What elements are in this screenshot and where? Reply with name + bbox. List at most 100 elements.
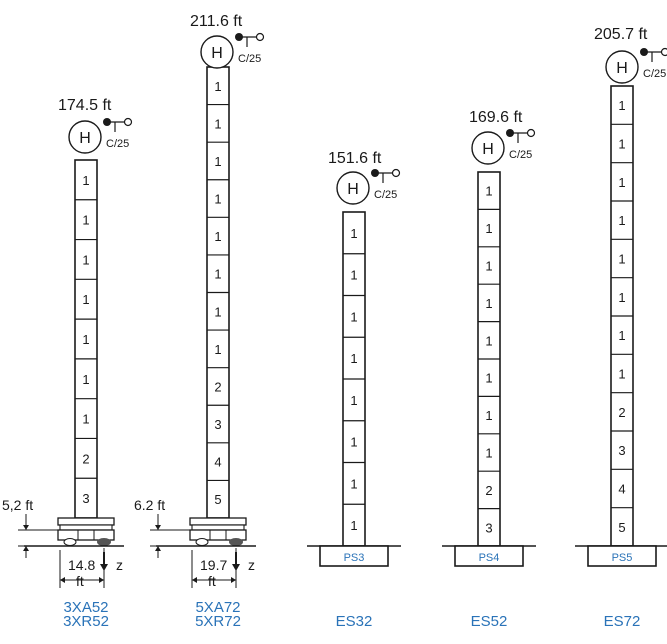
section-label: 1	[82, 332, 89, 347]
hook-letter: H	[79, 130, 91, 147]
section-label: 1	[82, 292, 89, 307]
section-label: 1	[618, 137, 625, 152]
chassis-frame	[57, 529, 115, 541]
section-label: 1	[618, 175, 625, 190]
section-label: 1	[350, 476, 357, 491]
arrow-right-icon	[99, 577, 104, 583]
tower-2: 1 1 1 1 1 1 1 1 2 3 4 5 211.6 ft H C/25 6.2 ft 19.7ft z 5X…	[134, 13, 265, 630]
hook-tag: C/25	[374, 189, 397, 201]
trolley-ring-icon	[255, 32, 265, 42]
chassis-mid	[191, 524, 245, 531]
hook-circle	[336, 171, 370, 205]
trolley-ring-icon	[660, 47, 667, 57]
section-label: 1	[350, 435, 357, 450]
section-label: 1	[618, 290, 625, 305]
section-label: 5	[214, 492, 221, 507]
hook-letter: H	[616, 60, 628, 77]
section-label: 1	[82, 412, 89, 427]
section-label: 1	[618, 328, 625, 343]
section-label: 5	[618, 520, 625, 535]
trolley-ring-icon	[526, 128, 536, 138]
section-label: 1	[350, 518, 357, 533]
height-label: 151.6 ft	[328, 150, 382, 167]
hook-circle	[471, 131, 505, 165]
model-name: 5XR72	[195, 613, 241, 630]
axis-label-z: z	[116, 557, 123, 573]
section-label: 1	[350, 268, 357, 283]
trolley-ring-icon	[123, 117, 133, 127]
section-label: 1	[214, 304, 221, 319]
arrow-right-icon	[231, 577, 236, 583]
section-label: 3	[82, 491, 89, 506]
section-label: 1	[485, 259, 492, 274]
height-label: 169.6 ft	[469, 109, 523, 126]
section-label: 1	[350, 226, 357, 241]
track-width-value: 19.7	[200, 557, 227, 573]
section-label: 1	[82, 173, 89, 188]
section-label: 3	[485, 520, 492, 535]
chassis-top	[57, 517, 115, 526]
arrow-up-icon	[155, 546, 161, 551]
model-name: ES72	[604, 613, 641, 630]
section-label: 1	[485, 184, 492, 199]
foundation-pad	[319, 545, 389, 567]
section-label: 1	[214, 229, 221, 244]
track-width-value: 14.8	[68, 557, 95, 573]
model-name: 5XA72	[195, 599, 240, 616]
hook-tag: C/25	[643, 68, 666, 80]
section-label: 2	[618, 405, 625, 420]
model-name: ES32	[336, 613, 373, 630]
height-label: 174.5 ft	[58, 97, 112, 114]
trolley-ring-icon	[391, 168, 401, 178]
arrow-up-icon	[23, 546, 29, 551]
hook-letter: H	[211, 45, 223, 62]
chassis-frame	[189, 529, 247, 541]
section-label: 1	[82, 252, 89, 267]
model-name: 3XR52	[63, 613, 109, 630]
section-label: 1	[214, 154, 221, 169]
underclearance-label: 6.2 ft	[134, 497, 165, 513]
hook-circle	[605, 50, 639, 84]
section-label: 2	[82, 451, 89, 466]
hook-tag: C/25	[238, 53, 261, 65]
hook-letter: H	[482, 141, 494, 158]
section-label: 1	[214, 192, 221, 207]
z-axis-arrow-icon	[232, 564, 240, 571]
wheel-icon	[195, 538, 209, 546]
section-label: 1	[618, 367, 625, 382]
pad-label: PS4	[479, 552, 500, 564]
section-label: 2	[214, 379, 221, 394]
tower-3: 1 1 1 1 1 1 1 1 151.6 ft H C/25 PS3 ES32	[307, 150, 401, 630]
tower-5: 1 1 1 1 1 1 1 1 2 3 4 5 205.7 ft H C/25 PS5 ES72	[575, 26, 667, 630]
section-label: 1	[350, 393, 357, 408]
section-label: 3	[618, 443, 625, 458]
arrow-left-icon	[192, 577, 197, 583]
section-label: 4	[214, 455, 221, 470]
chassis-top	[189, 517, 247, 526]
z-axis-arrow-icon	[100, 564, 108, 571]
section-label: 1	[618, 252, 625, 267]
section-label: 1	[214, 342, 221, 357]
section-label: 1	[350, 309, 357, 324]
section-label: 4	[618, 482, 625, 497]
hook-circle	[68, 120, 102, 154]
tower-1: 1 1 1 1 1 1 1 2 3 174.5 ft H C/25 5,2 ft 14.8ft z 3XA52…	[2, 97, 133, 630]
wheel-icon	[63, 538, 77, 546]
chassis-mid	[59, 524, 113, 531]
hook-tag: C/25	[509, 149, 532, 161]
section-label: 1	[618, 98, 625, 113]
track-width-unit: ft	[76, 573, 84, 589]
track-width-unit: ft	[208, 573, 216, 589]
section-label: 1	[618, 213, 625, 228]
arrow-left-icon	[60, 577, 65, 583]
section-label: 1	[82, 213, 89, 228]
wheel-icon	[229, 538, 243, 546]
height-label: 211.6 ft	[190, 13, 243, 30]
axis-label-z: z	[248, 557, 255, 573]
arrow-down-icon	[155, 525, 161, 530]
section-label: 1	[485, 333, 492, 348]
section-label: 1	[485, 221, 492, 236]
wheel-icon	[97, 538, 111, 546]
pad-label: PS3	[344, 552, 365, 564]
